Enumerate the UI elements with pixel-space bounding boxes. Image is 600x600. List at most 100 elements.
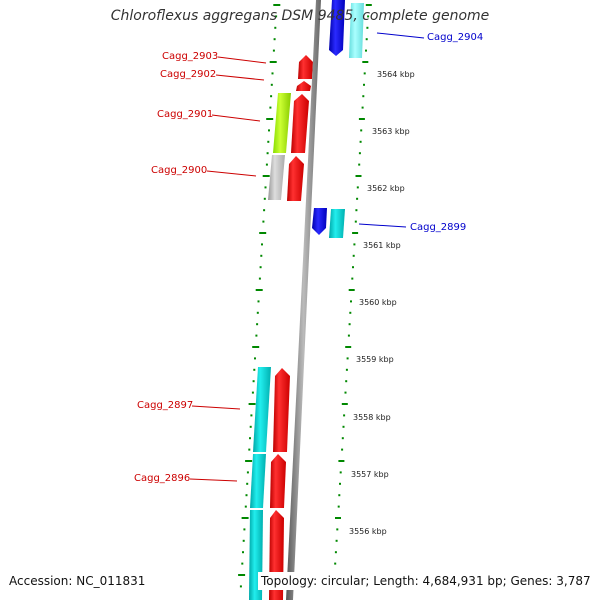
minor-tick bbox=[343, 414, 346, 417]
cds-cagg-2899-blue[interactable] bbox=[312, 208, 327, 235]
cds-cagg-2901[interactable] bbox=[291, 94, 309, 153]
minor-tick bbox=[351, 277, 354, 280]
minor-tick bbox=[363, 83, 365, 86]
minor-tick bbox=[338, 494, 341, 497]
minor-tick bbox=[263, 209, 266, 212]
minor-tick bbox=[367, 15, 370, 18]
cds-lime[interactable] bbox=[273, 93, 291, 153]
major-tick bbox=[252, 346, 260, 348]
minor-tick bbox=[261, 243, 263, 246]
axis-tick-label: 3562 kbp bbox=[367, 184, 405, 193]
minor-tick bbox=[334, 562, 337, 565]
gene-label-cagg-2903[interactable]: Cagg_2903 bbox=[162, 51, 219, 62]
cds-cagg-2904-cyan[interactable] bbox=[349, 3, 364, 58]
minor-tick bbox=[262, 220, 265, 223]
minor-tick bbox=[256, 311, 259, 314]
minor-tick bbox=[337, 505, 340, 508]
minor-tick bbox=[270, 83, 273, 86]
major-tick bbox=[262, 175, 270, 177]
minor-tick bbox=[270, 95, 273, 98]
minor-tick bbox=[345, 368, 348, 371]
minor-tick bbox=[264, 186, 267, 189]
gene-label-cagg-2896[interactable]: Cagg_2896 bbox=[134, 473, 191, 484]
topology-text: Topology: circular; Length: 4,684,931 bp… bbox=[258, 572, 594, 590]
major-tick bbox=[365, 4, 372, 6]
minor-tick bbox=[358, 152, 361, 155]
minor-tick bbox=[239, 585, 242, 588]
minor-tick bbox=[341, 437, 344, 440]
cds-cyan-2896[interactable] bbox=[250, 454, 266, 508]
minor-tick bbox=[259, 266, 262, 269]
cds-cagg-2903[interactable] bbox=[298, 55, 313, 79]
minor-tick bbox=[349, 311, 352, 314]
minor-tick bbox=[339, 471, 342, 474]
minor-tick bbox=[334, 551, 337, 554]
axis-tick-label: 3558 kbp bbox=[353, 413, 391, 422]
cds-cyan-2897[interactable] bbox=[253, 367, 271, 452]
minor-tick bbox=[366, 26, 369, 29]
major-tick bbox=[335, 517, 341, 519]
gene-label-cagg-2899[interactable]: Cagg_2899 bbox=[410, 222, 467, 233]
genome-title: Chloroflexus aggregans DSM 9485, complet… bbox=[110, 8, 490, 24]
major-tick bbox=[358, 118, 365, 120]
major-tick bbox=[362, 61, 369, 63]
gene-label-cagg-2897[interactable]: Cagg_2897 bbox=[137, 400, 194, 411]
minor-tick bbox=[254, 357, 256, 360]
major-tick bbox=[255, 289, 263, 291]
gene-label-cagg-2901[interactable]: Cagg_2901 bbox=[157, 109, 214, 120]
minor-tick bbox=[251, 391, 254, 394]
minor-tick bbox=[263, 197, 266, 200]
minor-tick bbox=[246, 471, 249, 474]
minor-tick bbox=[365, 38, 368, 41]
minor-tick bbox=[250, 414, 253, 417]
minor-tick bbox=[252, 380, 255, 383]
minor-tick bbox=[272, 49, 275, 52]
gene-label-cagg-2900[interactable]: Cagg_2900 bbox=[151, 165, 208, 176]
minor-tick bbox=[268, 129, 270, 132]
minor-tick bbox=[365, 49, 367, 52]
axis-tick-label: 3560 kbp bbox=[359, 298, 397, 307]
minor-tick bbox=[255, 334, 258, 337]
major-tick bbox=[241, 517, 249, 519]
minor-tick bbox=[361, 106, 364, 109]
outer-tick-ring bbox=[238, 4, 281, 588]
cds-gray[interactable] bbox=[268, 155, 285, 200]
minor-tick bbox=[269, 106, 272, 109]
cds-track bbox=[269, 0, 345, 600]
major-tick bbox=[248, 403, 256, 405]
minor-tick bbox=[274, 26, 277, 29]
major-tick bbox=[345, 346, 352, 348]
minor-tick bbox=[249, 425, 252, 428]
axis-tick-label: 3564 kbp bbox=[377, 70, 415, 79]
minor-tick bbox=[348, 323, 351, 326]
minor-tick bbox=[245, 494, 248, 497]
genome-backbone bbox=[286, 0, 321, 600]
major-tick bbox=[245, 460, 253, 462]
cds-cagg-2896[interactable] bbox=[270, 454, 286, 508]
minor-tick bbox=[339, 482, 341, 485]
leader-cagg-2901 bbox=[211, 114, 261, 122]
axis-tick-label: 3563 kbp bbox=[372, 127, 410, 136]
cds-cagg-2900[interactable] bbox=[287, 156, 304, 201]
major-tick bbox=[348, 289, 355, 291]
minor-tick bbox=[355, 209, 358, 212]
leader-cagg-2899 bbox=[358, 223, 407, 228]
minor-tick bbox=[353, 243, 356, 246]
gene-label-cagg-2904[interactable]: Cagg_2904 bbox=[427, 32, 484, 43]
minor-tick bbox=[271, 72, 274, 75]
cds-cagg-2897[interactable] bbox=[273, 368, 290, 452]
minor-tick bbox=[248, 448, 251, 451]
minor-tick bbox=[267, 140, 270, 143]
leader-cagg-2900 bbox=[206, 170, 257, 177]
minor-tick bbox=[258, 277, 261, 280]
major-tick bbox=[355, 175, 362, 177]
cds-cagg-2902[interactable] bbox=[296, 81, 311, 91]
gene-label-cagg-2902[interactable]: Cagg_2902 bbox=[160, 69, 217, 80]
cds-cagg-2904[interactable] bbox=[329, 0, 345, 56]
leader-cagg-2897 bbox=[191, 405, 241, 410]
minor-tick bbox=[360, 129, 363, 132]
minor-tick bbox=[246, 482, 249, 485]
cds-cagg-2899[interactable] bbox=[329, 209, 345, 238]
minor-tick bbox=[336, 528, 339, 531]
